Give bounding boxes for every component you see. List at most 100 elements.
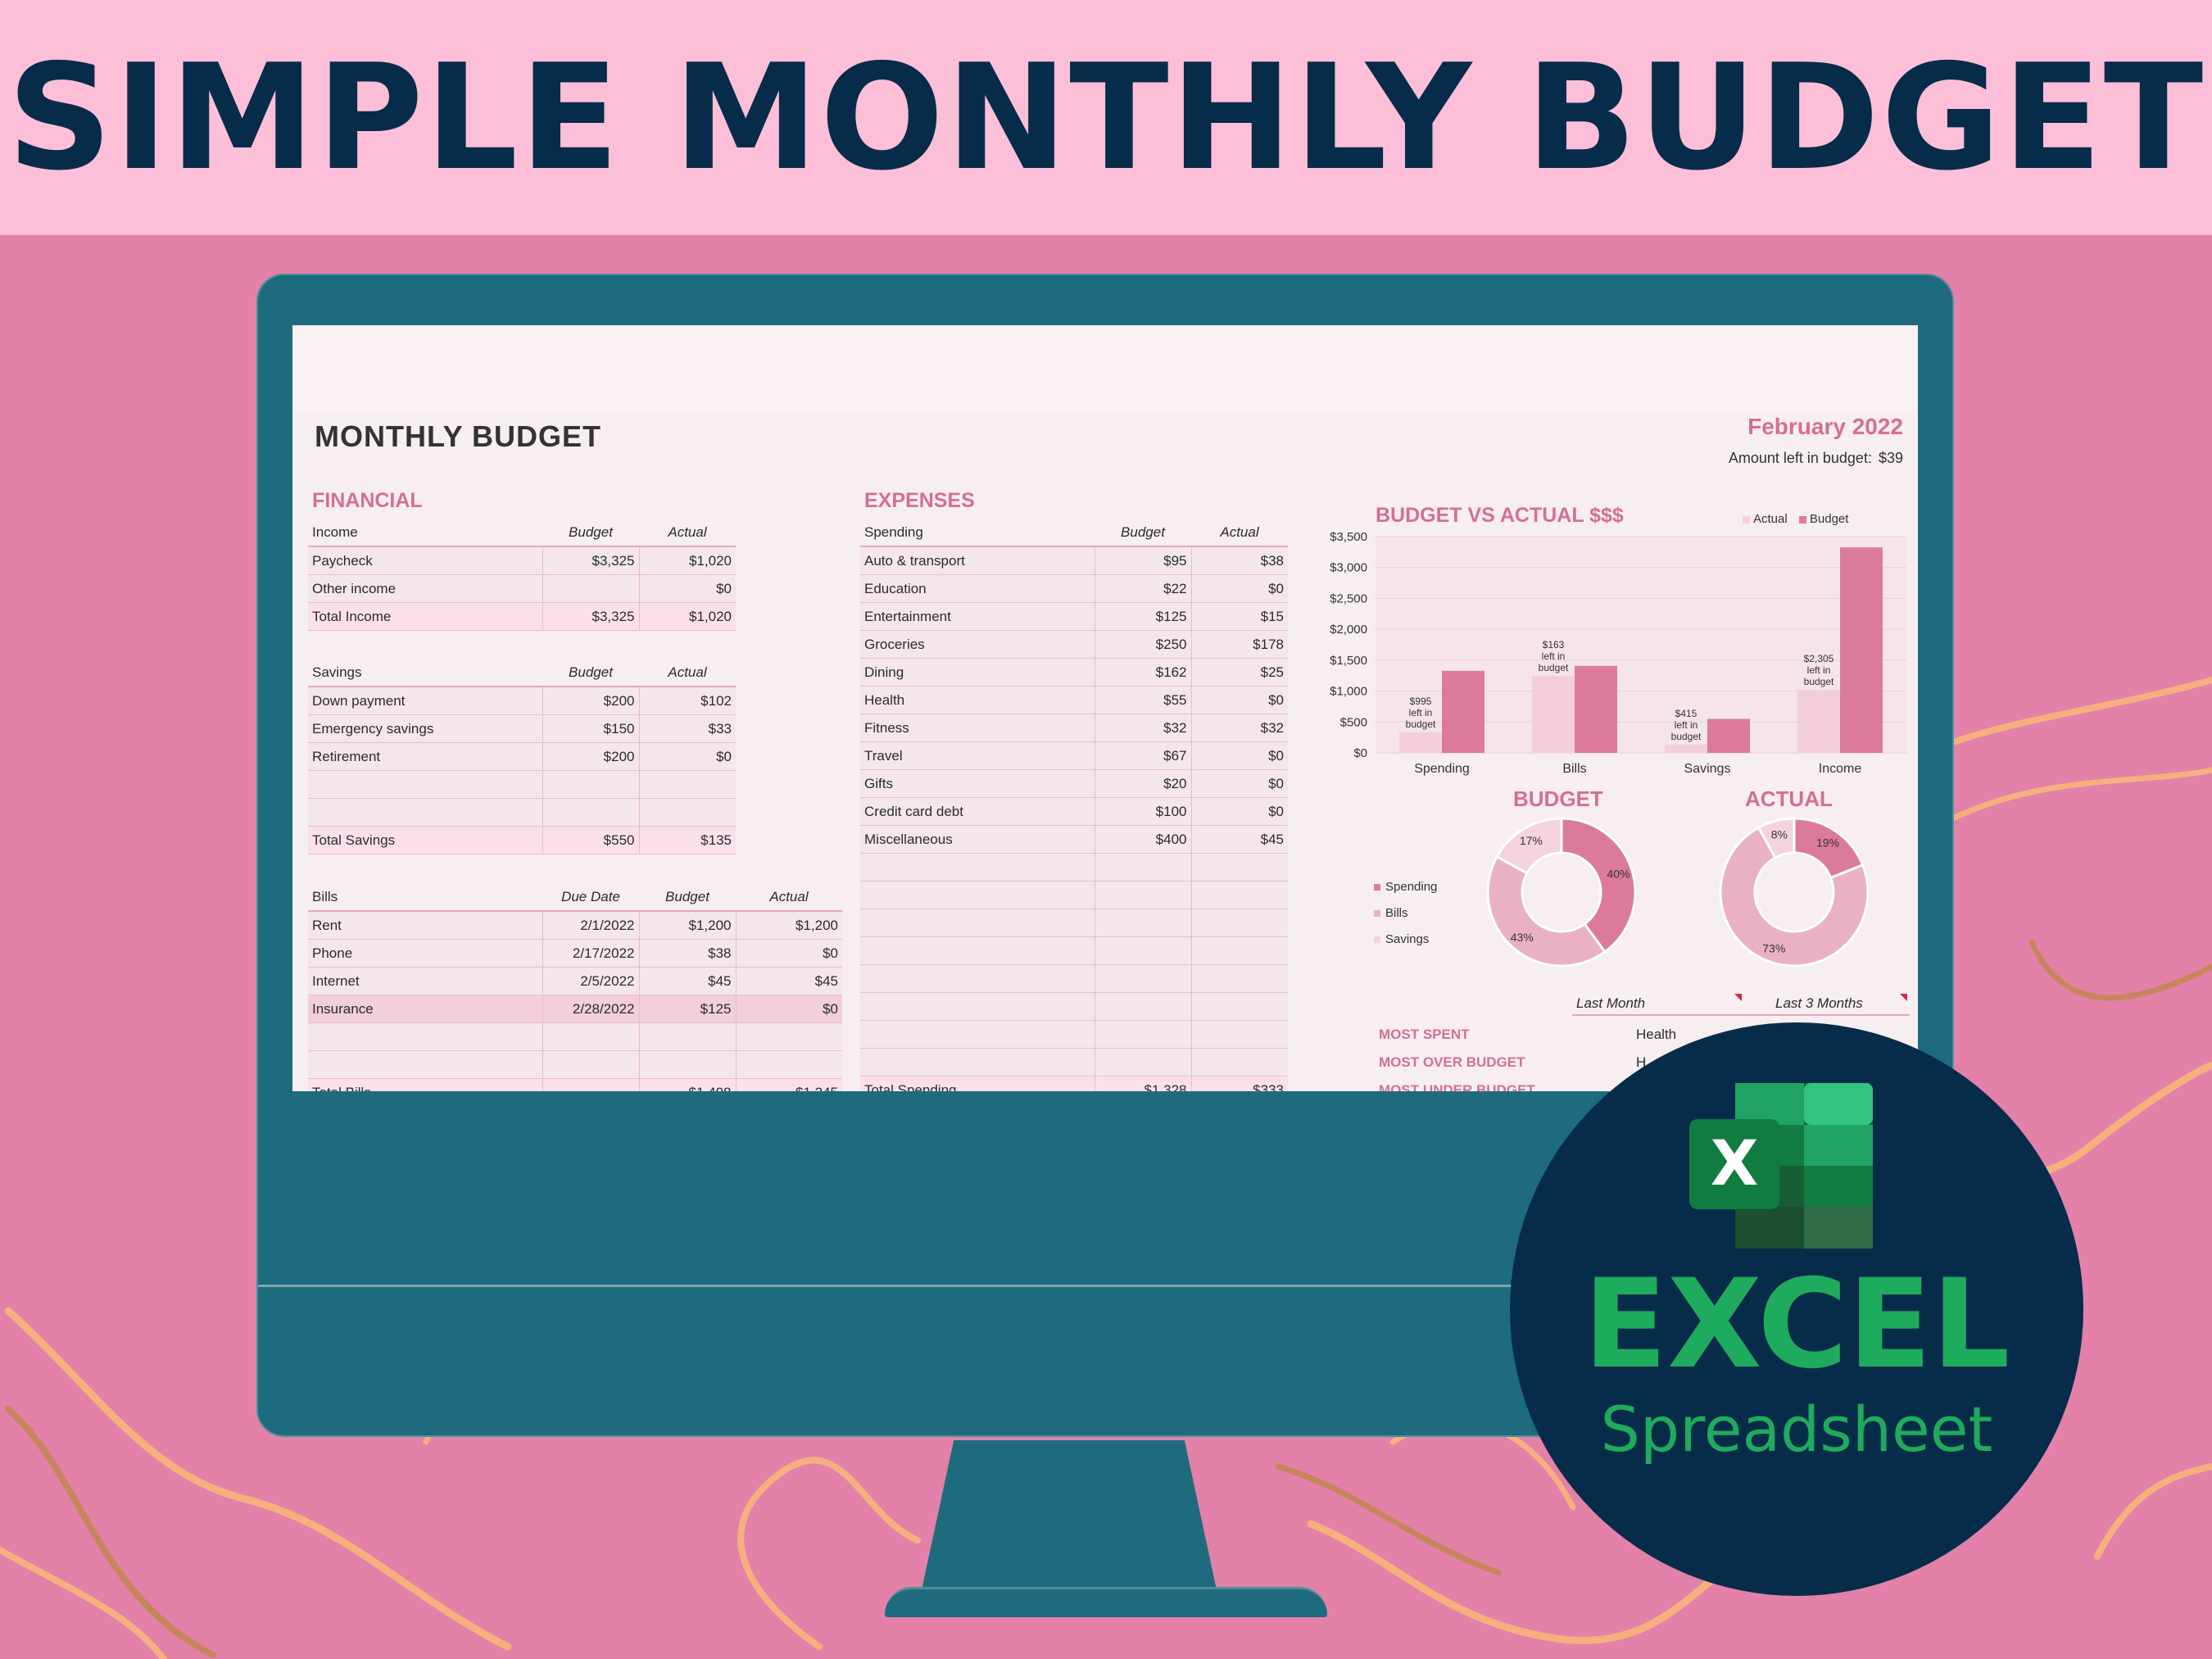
table-cell[interactable]: $45: [638, 967, 736, 995]
table-cell[interactable]: [542, 798, 639, 827]
table-cell[interactable]: $45: [1190, 825, 1288, 854]
table-cell[interactable]: $200: [542, 687, 639, 715]
table-cell[interactable]: $3,325: [542, 602, 639, 631]
table-cell[interactable]: $125: [638, 995, 736, 1023]
table-cell[interactable]: [308, 798, 542, 827]
table-cell[interactable]: $0: [1190, 741, 1288, 770]
table-cell[interactable]: $333: [1190, 1076, 1288, 1091]
table-cell[interactable]: $0: [735, 939, 842, 968]
table-cell[interactable]: [860, 881, 1095, 909]
table-cell[interactable]: $1,020: [638, 546, 736, 575]
table-cell[interactable]: $67: [1094, 741, 1191, 770]
table-cell[interactable]: $0: [1190, 797, 1288, 826]
table-cell[interactable]: [1190, 992, 1288, 1021]
table-cell[interactable]: Down payment: [308, 687, 542, 715]
table-cell[interactable]: Insurance: [308, 995, 542, 1023]
table-cell[interactable]: Phone: [308, 939, 542, 968]
table-cell[interactable]: [308, 1050, 542, 1079]
table-cell[interactable]: $102: [638, 687, 736, 715]
table-cell[interactable]: [735, 1050, 842, 1079]
table-cell[interactable]: [860, 1020, 1095, 1049]
table-cell[interactable]: [638, 770, 736, 799]
table-cell[interactable]: $55: [1094, 686, 1191, 714]
table-cell[interactable]: $0: [735, 995, 842, 1023]
table-cell[interactable]: $178: [1190, 630, 1288, 659]
table-cell[interactable]: $250: [1094, 630, 1191, 659]
table-cell[interactable]: $32: [1094, 714, 1191, 742]
table-cell[interactable]: [1190, 1048, 1288, 1077]
table-cell[interactable]: $45: [735, 967, 842, 995]
table-cell[interactable]: [1190, 1020, 1288, 1049]
table-cell[interactable]: [542, 770, 639, 799]
table-cell[interactable]: Entertainment: [860, 602, 1095, 631]
table-cell[interactable]: Retirement: [308, 742, 542, 771]
table-cell[interactable]: [638, 1050, 736, 1079]
table-cell[interactable]: [860, 853, 1095, 882]
table-cell[interactable]: Total Income: [308, 602, 542, 631]
table-cell[interactable]: $15: [1190, 602, 1288, 631]
table-cell[interactable]: Total Spending: [860, 1076, 1095, 1091]
table-cell[interactable]: [1190, 964, 1288, 993]
table-cell[interactable]: [1094, 881, 1191, 909]
table-cell[interactable]: [542, 574, 639, 603]
table-cell[interactable]: [1190, 853, 1288, 882]
table-cell[interactable]: [1190, 909, 1288, 937]
table-cell[interactable]: [638, 1022, 736, 1051]
table-cell[interactable]: 2/1/2022: [542, 911, 639, 940]
comment-marker[interactable]: [1734, 994, 1742, 1001]
table-cell[interactable]: $3,325: [542, 546, 639, 575]
table-cell[interactable]: $0: [1190, 686, 1288, 714]
table-cell[interactable]: Total Bills: [308, 1078, 542, 1091]
table-cell[interactable]: [860, 1048, 1095, 1077]
table-cell[interactable]: $1,020: [638, 602, 736, 631]
table-cell[interactable]: [1094, 936, 1191, 965]
table-cell[interactable]: Fitness: [860, 714, 1095, 742]
table-cell[interactable]: $22: [1094, 574, 1191, 603]
table-cell[interactable]: $200: [542, 742, 639, 771]
table-cell[interactable]: [638, 798, 736, 827]
table-cell[interactable]: $0: [1190, 769, 1288, 798]
table-cell[interactable]: $162: [1094, 658, 1191, 687]
table-cell[interactable]: $38: [1190, 546, 1288, 575]
table-cell[interactable]: $135: [638, 826, 736, 854]
table-cell[interactable]: $100: [1094, 797, 1191, 826]
table-cell[interactable]: Paycheck: [308, 546, 542, 575]
table-cell[interactable]: $125: [1094, 602, 1191, 631]
table-cell[interactable]: [542, 1050, 639, 1079]
table-cell[interactable]: 2/5/2022: [542, 967, 639, 995]
table-cell[interactable]: [860, 936, 1095, 965]
table-cell[interactable]: $1,200: [638, 911, 736, 940]
table-cell[interactable]: Dining: [860, 658, 1095, 687]
table-cell[interactable]: Other income: [308, 574, 542, 603]
table-cell[interactable]: [860, 964, 1095, 993]
table-cell[interactable]: Health: [860, 686, 1095, 714]
table-cell[interactable]: [860, 909, 1095, 937]
table-cell[interactable]: Miscellaneous: [860, 825, 1095, 854]
table-cell[interactable]: $33: [638, 714, 736, 743]
table-cell[interactable]: $0: [638, 574, 736, 603]
table-cell[interactable]: Total Savings: [308, 826, 542, 854]
table-cell[interactable]: $95: [1094, 546, 1191, 575]
comment-marker[interactable]: [1900, 994, 1907, 1001]
table-cell[interactable]: 2/17/2022: [542, 939, 639, 968]
table-cell[interactable]: $1,200: [735, 911, 842, 940]
table-cell[interactable]: $1,245: [735, 1078, 842, 1091]
table-cell[interactable]: [1190, 936, 1288, 965]
table-cell[interactable]: 2/28/2022: [542, 995, 639, 1023]
table-cell[interactable]: $20: [1094, 769, 1191, 798]
table-cell[interactable]: [542, 1022, 639, 1051]
table-cell[interactable]: Education: [860, 574, 1095, 603]
table-cell[interactable]: [1094, 909, 1191, 937]
table-cell[interactable]: $400: [1094, 825, 1191, 854]
table-cell[interactable]: Rent: [308, 911, 542, 940]
table-cell[interactable]: [542, 1078, 639, 1091]
table-cell[interactable]: [308, 1022, 542, 1051]
table-cell[interactable]: Auto & transport: [860, 546, 1095, 575]
table-cell[interactable]: Internet: [308, 967, 542, 995]
table-cell[interactable]: $0: [1190, 574, 1288, 603]
table-cell[interactable]: Emergency savings: [308, 714, 542, 743]
table-cell[interactable]: $550: [542, 826, 639, 854]
table-cell[interactable]: Travel: [860, 741, 1095, 770]
table-cell[interactable]: [860, 992, 1095, 1021]
table-cell[interactable]: [308, 770, 542, 799]
